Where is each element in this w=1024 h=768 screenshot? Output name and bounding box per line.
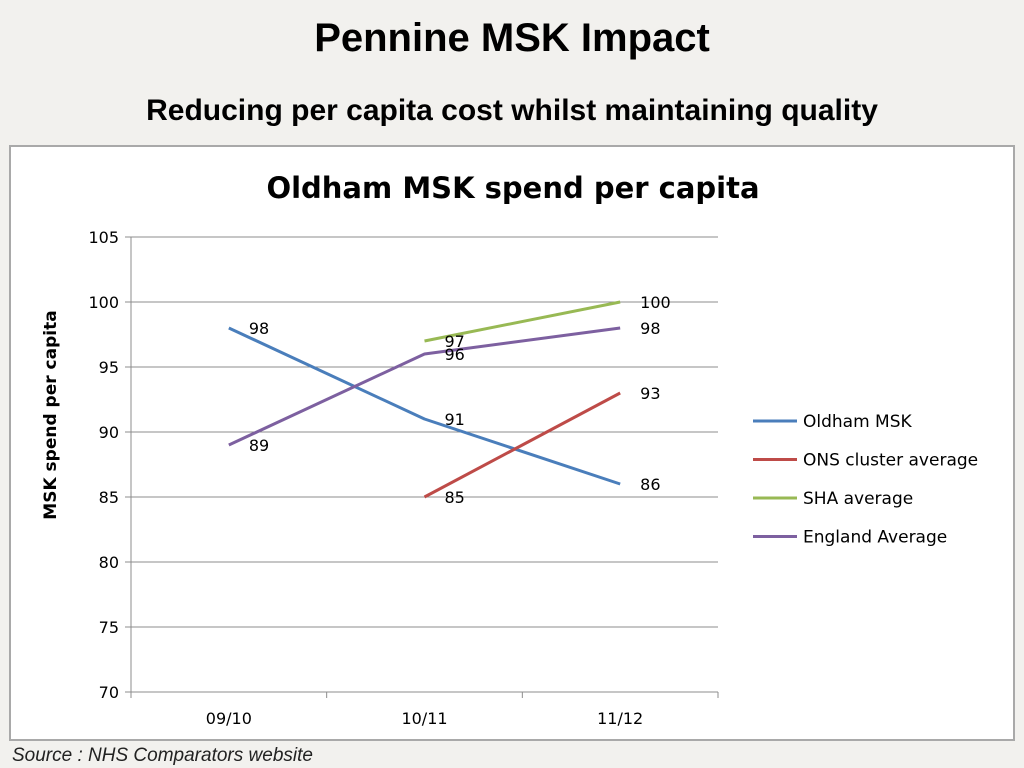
chart-frame: Oldham MSK spend per capita MSK spend pe… [9,145,1015,741]
x-tick-label: 10/11 [401,709,447,728]
chart-title: Oldham MSK spend per capita [266,171,759,205]
legend-label: ONS cluster average [803,451,978,471]
data-label: 86 [640,475,660,494]
line-chart: Oldham MSK spend per capita MSK spend pe… [41,171,978,728]
legend-label: Oldham MSK [803,412,913,432]
slide-subtitle: Reducing per capita cost whilst maintain… [146,94,878,127]
y-tick-label: 90 [99,423,119,442]
y-tick-label: 80 [99,553,119,572]
series-line-oldham-msk [228,326,621,486]
data-label: 89 [249,436,269,455]
source-note: Source : NHS Comparators website [12,745,313,766]
data-label: 100 [640,293,671,312]
data-label: 85 [445,488,465,507]
legend: Oldham MSK ONS cluster average SHA average… [753,412,978,548]
y-tick-label: 105 [88,228,119,247]
y-tick-label: 85 [99,488,119,507]
y-axis-label: MSK spend per capita [41,310,61,519]
data-label: 98 [640,319,660,338]
y-tick-label: 100 [88,293,119,312]
slide-title: Pennine MSK Impact [314,16,710,60]
legend-label: England Average [803,528,947,548]
data-label: 98 [249,319,269,338]
series-line-sha-average [424,300,621,343]
x-tick-label: 09/10 [206,709,252,728]
series-line-ons-cluster-average [423,391,621,499]
data-label: 96 [445,345,465,364]
y-tick-label: 70 [99,683,119,702]
data-label: 93 [640,384,660,403]
legend-label: SHA average [803,489,913,509]
data-label: 97 [445,332,465,351]
y-tick-label: 75 [99,618,119,637]
data-label: 91 [445,410,465,429]
y-tick-label: 95 [99,358,119,377]
series-line-england-average [228,326,621,447]
x-tick-label: 11/12 [597,709,643,728]
